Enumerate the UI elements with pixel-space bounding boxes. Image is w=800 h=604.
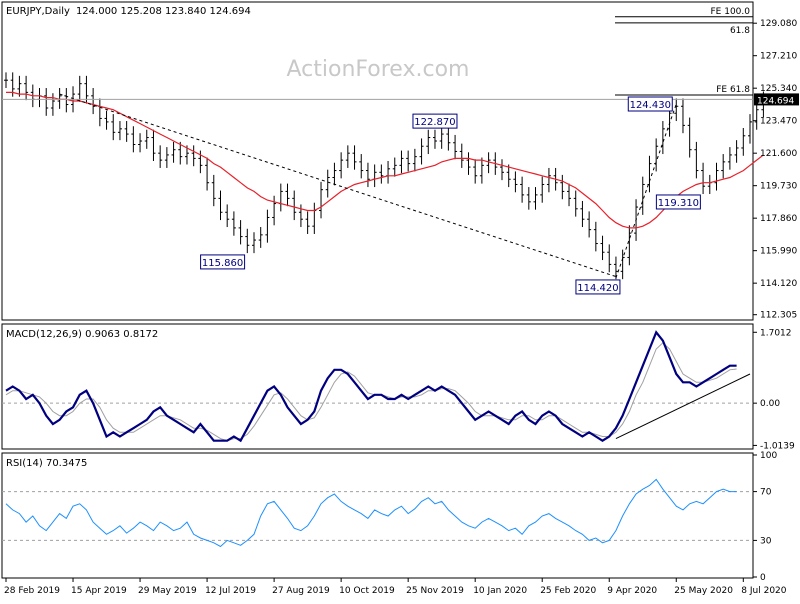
rsi-label: RSI(14) 70.3475 [6,458,87,469]
price-ytick-label: 121.600 [760,149,797,159]
macd-label: MACD(12,26,9) 0.9063 0.8172 [6,329,158,340]
price-ytick-label: 115.990 [760,247,797,257]
macd-axis: 1.7012 0.00 -1.0139 [753,328,795,451]
price-label: 114.420 [575,279,621,295]
current-price-label: 124.694 [757,96,794,106]
fe-100-label: FE 100.0 [711,7,751,17]
rsi-panel-frame [1,452,754,579]
price-label: 122.870 [412,113,458,129]
price-axis: 129.080 127.210 125.340 123.470 121.600 119.7… [753,19,799,321]
price-label-text: 122.870 [414,117,455,128]
x-tick-label: 12 Jul 2019 [205,586,256,596]
price-label: 119.310 [655,194,701,210]
x-tick-label: 29 May 2019 [138,586,197,596]
price-label-box [412,113,458,129]
x-tick-label: 28 Feb 2019 [4,586,60,596]
rsi-ytick-label: 70 [760,488,772,498]
x-tick-label: 8 Jul 2020 [741,586,786,596]
ohlc-label: 124.000 125.208 123.840 124.694 [76,6,251,17]
macd-panel-frame [1,323,754,450]
macd-line [5,330,737,443]
price-label: 124.430 [627,96,673,112]
price-panel-frame [1,1,754,321]
fe-100-secondary-label: 61.8 [730,26,750,36]
price-label-box [200,254,246,270]
x-tick-label: 9 Apr 2020 [607,586,657,596]
price-label-box [575,279,621,295]
price-layer: FE 100.0 61.8 FE 61.8 124.430 122.870 119.310… [2,7,766,295]
symbol-label: EURJPY,Daily [6,6,70,17]
x-tick-label: 10 Jan 2020 [473,586,527,596]
macd-ytick-label: 0.00 [760,399,780,409]
macd-trendline [615,373,751,440]
price-ytick-label: 123.470 [760,117,797,127]
x-tick-label: 25 Nov 2019 [406,586,464,596]
x-tick-label: 15 Apr 2019 [71,586,127,596]
price-label-text: 115.860 [202,258,243,269]
watermark: ActionForex.com [287,57,470,82]
price-label-text: 124.430 [630,100,671,111]
x-tick-label: 27 Aug 2019 [272,586,330,596]
price-ytick-label: 129.080 [760,19,797,29]
chart-header: EURJPY,Daily 124.000 125.208 123.840 124.… [6,6,251,17]
price-ytick-label: 125.340 [760,84,797,94]
macd-ytick-label: 1.7012 [760,328,792,338]
fib-projection-line [615,103,677,279]
fe-618-label: FE 61.8 [716,85,750,95]
rsi-line [5,478,737,548]
price-ytick-label: 117.860 [760,214,797,224]
x-tick-label: 25 May 2020 [674,586,733,596]
price-ytick-label: 127.210 [760,52,797,62]
price-ytick-label: 112.305 [760,311,797,321]
price-label-text: 114.420 [577,283,618,294]
rsi-axis: 100 70 30 0 [753,451,777,583]
rsi-ytick-label: 100 [760,451,777,461]
rsi-ytick-label: 30 [760,536,772,546]
current-price-badge [754,93,799,106]
moving-average-line [6,91,764,229]
price-label-box [655,194,701,210]
macd-layer [2,330,753,443]
rsi-layer [2,478,753,548]
price-label-box [627,96,673,112]
price-trendline [59,93,617,278]
x-tick-label: 25 Feb 2020 [540,586,596,596]
macd-ytick-label: -1.0139 [760,441,795,451]
rsi-ytick-label: 0 [760,573,766,583]
x-axis: 28 Feb 2019 15 Apr 2019 29 May 2019 12 Jul … [4,578,787,596]
price-label: 115.860 [200,254,246,270]
price-label-text: 119.310 [658,198,699,209]
price-ytick-label: 114.120 [760,279,797,289]
x-tick-label: 10 Oct 2019 [339,586,395,596]
price-ytick-label: 119.730 [760,182,797,192]
